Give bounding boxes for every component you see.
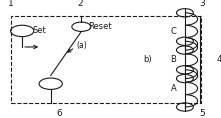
- Text: 5: 5: [199, 109, 205, 118]
- Text: C: C: [171, 27, 176, 36]
- Text: B: B: [171, 55, 176, 64]
- Text: A: A: [171, 84, 176, 93]
- Text: Reset: Reset: [88, 22, 111, 31]
- Text: 1: 1: [8, 0, 13, 8]
- Text: (a): (a): [76, 41, 87, 50]
- Text: 6: 6: [56, 109, 62, 118]
- Text: 2: 2: [78, 0, 83, 8]
- Text: Set: Set: [33, 26, 46, 35]
- FancyBboxPatch shape: [11, 16, 201, 103]
- Text: 3: 3: [199, 0, 205, 8]
- Text: b): b): [143, 55, 152, 64]
- Text: 4: 4: [217, 55, 221, 64]
